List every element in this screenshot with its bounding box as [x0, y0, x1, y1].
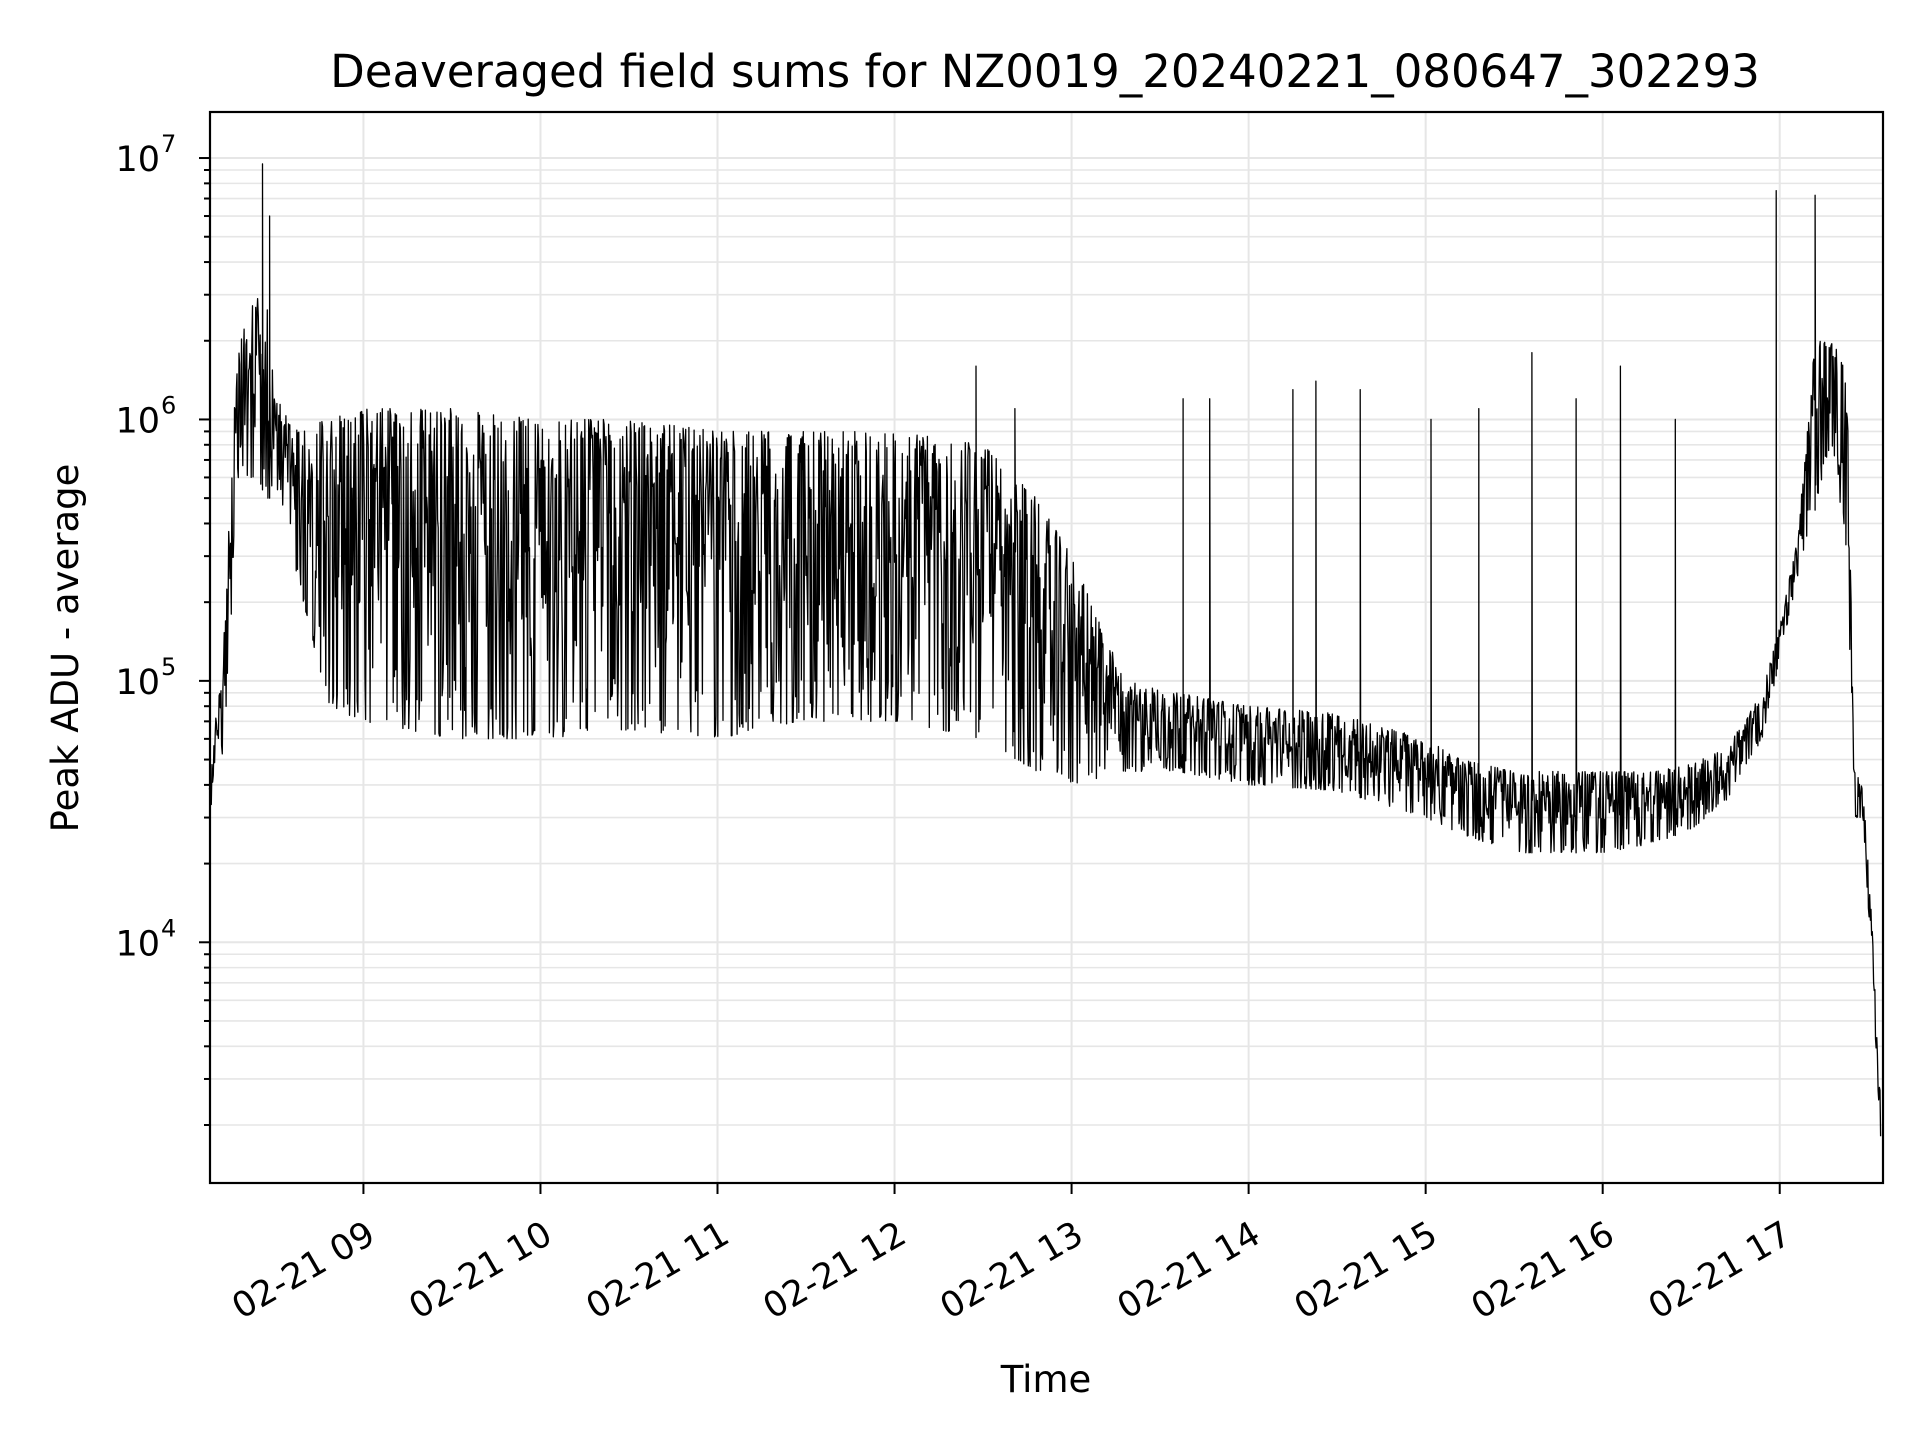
x-tick-label: 02-21 11	[580, 1214, 736, 1327]
series-line	[208, 163, 1882, 1137]
y-tick-exponent: 6	[161, 391, 176, 419]
y-tick-exponent: 4	[161, 914, 176, 942]
y-tick-exponent: 7	[161, 130, 176, 158]
x-tick-label: 02-21 14	[1111, 1214, 1267, 1327]
grid-lines	[210, 112, 1883, 1183]
x-tick-label: 02-21 13	[934, 1214, 1090, 1327]
x-axis: 02-21 09 02-21 10 02-21 11 02-21 12 02-21 13…	[226, 1183, 1798, 1327]
x-tick-label: 02-21 10	[403, 1214, 559, 1327]
y-tick-label: 10	[115, 140, 160, 180]
plot-frame	[208, 110, 1885, 1185]
x-axis-label: Time	[1000, 1358, 1092, 1401]
y-tick-label: 10	[115, 924, 160, 964]
x-tick-label: 02-21 17	[1642, 1214, 1798, 1327]
y-axis-label: Peak ADU - average	[44, 464, 87, 833]
x-tick-label: 02-21 12	[757, 1214, 913, 1327]
chart-title: Deaveraged field sums for NZ0019_2024022…	[330, 45, 1760, 98]
x-tick-label: 02-21 09	[226, 1214, 382, 1327]
x-tick-label: 02-21 15	[1288, 1214, 1444, 1327]
y-tick-label: 10	[115, 663, 160, 703]
y-tick-label: 10	[115, 401, 160, 441]
y-tick-exponent: 5	[161, 653, 176, 681]
x-tick-label: 02-21 16	[1465, 1214, 1621, 1327]
series-layer	[208, 163, 1882, 1137]
